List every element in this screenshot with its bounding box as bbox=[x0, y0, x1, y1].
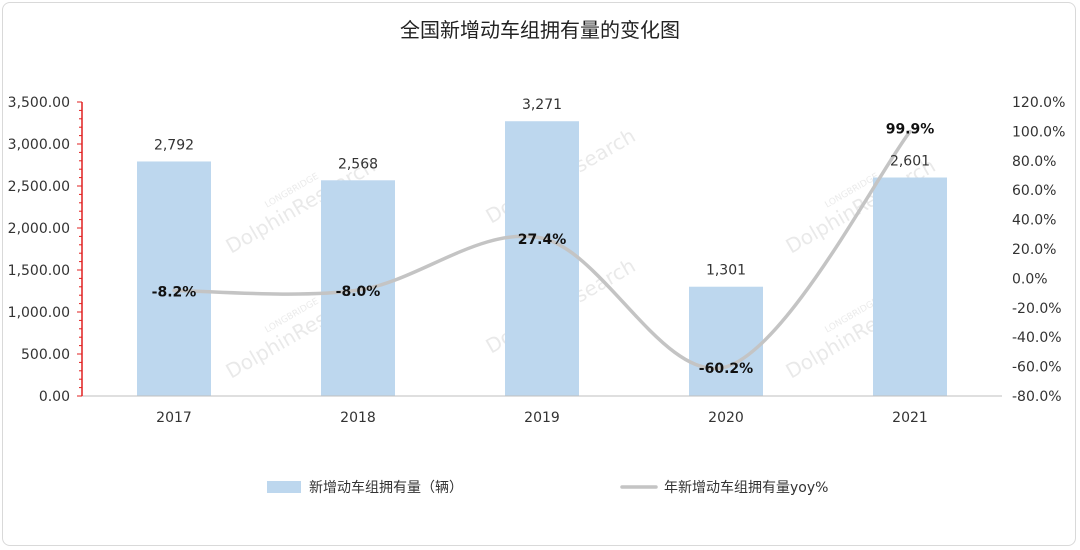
right-tick-label: 40.0% bbox=[1012, 213, 1056, 229]
right-tick-label: -60.0% bbox=[1012, 360, 1062, 376]
legend-bar-label: 新增动车组拥有量（辆） bbox=[309, 479, 463, 496]
axes-layer: 0.00 500.00 1,000.00 1,500.00 2,000.00 2,500.… bbox=[8, 95, 1066, 426]
yoy-line-layer bbox=[172, 129, 912, 371]
bar-2021 bbox=[873, 177, 947, 396]
yoy-label-2020: -60.2% bbox=[699, 361, 753, 377]
x-tick-label-2017: 2017 bbox=[156, 410, 192, 426]
bar-label-2020: 1,301 bbox=[706, 263, 746, 279]
legend-bar-swatch bbox=[267, 481, 301, 493]
right-tick-label: -20.0% bbox=[1012, 301, 1062, 317]
yoy-line bbox=[172, 129, 912, 371]
right-tick-label: 60.0% bbox=[1012, 183, 1056, 199]
right-tick-label: 0.0% bbox=[1012, 271, 1048, 287]
bar-2020 bbox=[689, 286, 763, 396]
yoy-label-2019: 27.4% bbox=[518, 232, 567, 248]
right-tick-label: 20.0% bbox=[1012, 242, 1056, 258]
right-tick-label: 100.0% bbox=[1012, 124, 1065, 140]
left-tick-label: 1,500.00 bbox=[8, 263, 70, 279]
bars-layer bbox=[137, 121, 947, 397]
bar-2018 bbox=[321, 180, 395, 396]
bar-label-2018: 2,568 bbox=[338, 156, 378, 172]
x-tick-label-2020: 2020 bbox=[708, 410, 744, 426]
legend: 新增动车组拥有量（辆） 年新增动车组拥有量yoy% bbox=[267, 479, 828, 496]
left-tick-label: 2,000.00 bbox=[8, 221, 70, 237]
x-tick-label-2021: 2021 bbox=[892, 410, 928, 426]
right-tick-label: 80.0% bbox=[1012, 154, 1056, 170]
left-tick-label: 1,000.00 bbox=[8, 305, 70, 321]
bar-label-2019: 3,271 bbox=[522, 97, 562, 113]
yoy-label-2018: -8.0% bbox=[336, 284, 381, 300]
right-tick-label: -80.0% bbox=[1012, 389, 1062, 405]
labels-layer: 2,792 2,568 3,271 1,301 2,601 -8.2% -8.0% 27.4%… bbox=[152, 97, 935, 377]
right-tick-label: -40.0% bbox=[1012, 330, 1062, 346]
bar-2017 bbox=[137, 161, 211, 396]
left-tick-label: 2,500.00 bbox=[8, 179, 70, 195]
left-tick-label: 3,500.00 bbox=[8, 95, 70, 111]
yoy-label-2017: -8.2% bbox=[152, 284, 197, 300]
x-tick-label-2019: 2019 bbox=[524, 410, 560, 426]
chart-title: 全国新增动车组拥有量的变化图 bbox=[400, 18, 680, 42]
bar-label-2017: 2,792 bbox=[154, 137, 194, 153]
left-tick-label: 500.00 bbox=[21, 347, 70, 363]
bar-label-2021: 2,601 bbox=[890, 154, 930, 170]
yoy-label-2021: 99.9% bbox=[886, 122, 935, 138]
legend-line-label: 年新增动车组拥有量yoy% bbox=[664, 479, 828, 496]
left-tick-label: 3,000.00 bbox=[8, 137, 70, 153]
bar-2019 bbox=[505, 121, 579, 397]
right-tick-label: 120.0% bbox=[1012, 95, 1065, 111]
x-tick-label-2018: 2018 bbox=[340, 410, 376, 426]
left-tick-label: 0.00 bbox=[39, 389, 70, 405]
